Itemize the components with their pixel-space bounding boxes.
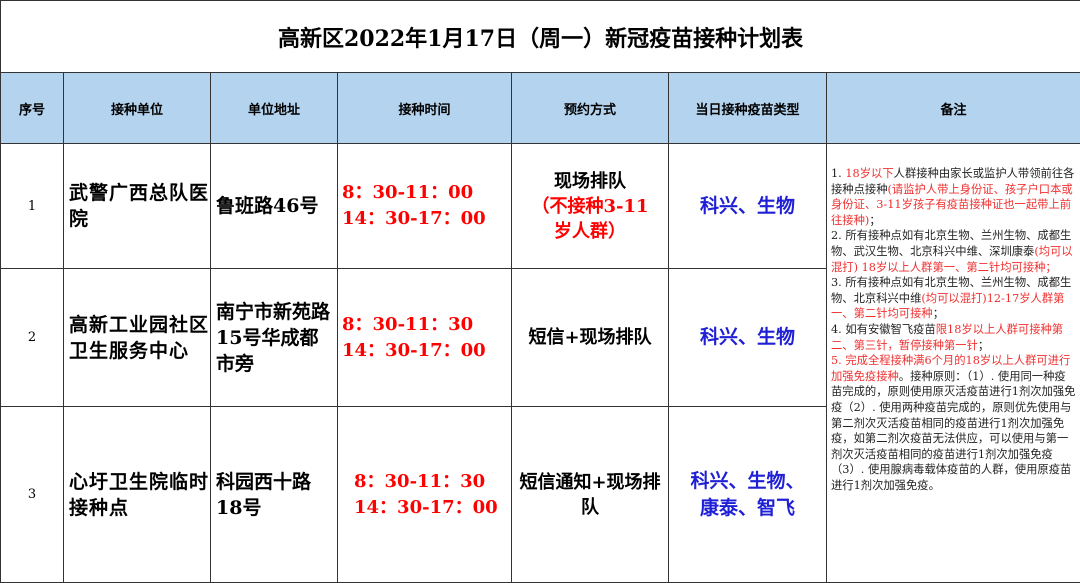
- time-morning: 8：30-11：00: [342, 180, 511, 206]
- row-method: 短信通知+现场排队: [512, 407, 669, 583]
- header-row: 序号 接种单位 单位地址 接种时间 预约方式 当日接种疫苗类型 备注: [1, 73, 1080, 144]
- time-morning: 8：30-11：30: [342, 312, 511, 338]
- note-segment: ；: [869, 214, 880, 227]
- row-vaccine: 科兴、生物、康泰、智飞: [669, 407, 827, 583]
- time-afternoon: 14：30-17：00: [342, 338, 511, 364]
- table-title: 高新区2022年1月17日（周一）新冠疫苗接种计划表: [1, 1, 1080, 73]
- header-method: 预约方式: [512, 73, 669, 144]
- row-address: 科园西十路18号: [211, 407, 338, 583]
- header-unit: 接种单位: [64, 73, 211, 144]
- notes-cell: 1. 18岁以下人群接种由家长或监护人带领前往各接种点接种(请监护人带上身份证、…: [827, 144, 1080, 583]
- method-text: 短信通知+现场排队: [512, 470, 668, 520]
- note-segment: ；: [933, 307, 944, 320]
- row-seq: 1: [1, 144, 64, 269]
- header-seq: 序号: [1, 73, 64, 144]
- row-method: 现场排队（不接种3-11岁人群）: [512, 144, 669, 269]
- row-seq: 3: [1, 407, 64, 583]
- row-unit: 高新工业园社区卫生服务中心: [64, 269, 211, 407]
- row-unit: 武警广西总队医院: [64, 144, 211, 269]
- header-notes: 备注: [827, 73, 1080, 144]
- row-unit: 心圩卫生院临时接种点: [64, 407, 211, 583]
- method-text: 现场排队: [512, 169, 668, 194]
- note-segment: 。接种原则：（1）. 使用同一种疫苗完成的，原则使用原灭活疫苗进行1剂次加强免疫…: [831, 370, 1075, 492]
- method-text: 短信+现场排队: [512, 325, 668, 350]
- row-seq: 2: [1, 269, 64, 407]
- note-segment: 1.: [831, 167, 845, 180]
- note-segment: ；: [978, 339, 989, 352]
- row-address: 南宁市新苑路15号华成都市旁: [211, 269, 338, 407]
- time-afternoon: 14：30-17：00: [354, 495, 511, 521]
- row-vaccine: 科兴、生物: [669, 269, 827, 407]
- note-segment: 4. 如有安徽智飞疫苗: [831, 323, 936, 336]
- header-address: 单位地址: [211, 73, 338, 144]
- row-vaccine: 科兴、生物: [669, 144, 827, 269]
- note-segment: 18岁以下: [845, 167, 893, 180]
- header-vaccine: 当日接种疫苗类型: [669, 73, 827, 144]
- row-method: 短信+现场排队: [512, 269, 669, 407]
- row-address: 鲁班路46号: [211, 144, 338, 269]
- method-note: （不接种3-11岁人群）: [512, 194, 668, 244]
- time-morning: 8：30-11：30: [354, 469, 511, 495]
- time-afternoon: 14：30-17：00: [342, 206, 511, 232]
- header-time: 接种时间: [338, 73, 512, 144]
